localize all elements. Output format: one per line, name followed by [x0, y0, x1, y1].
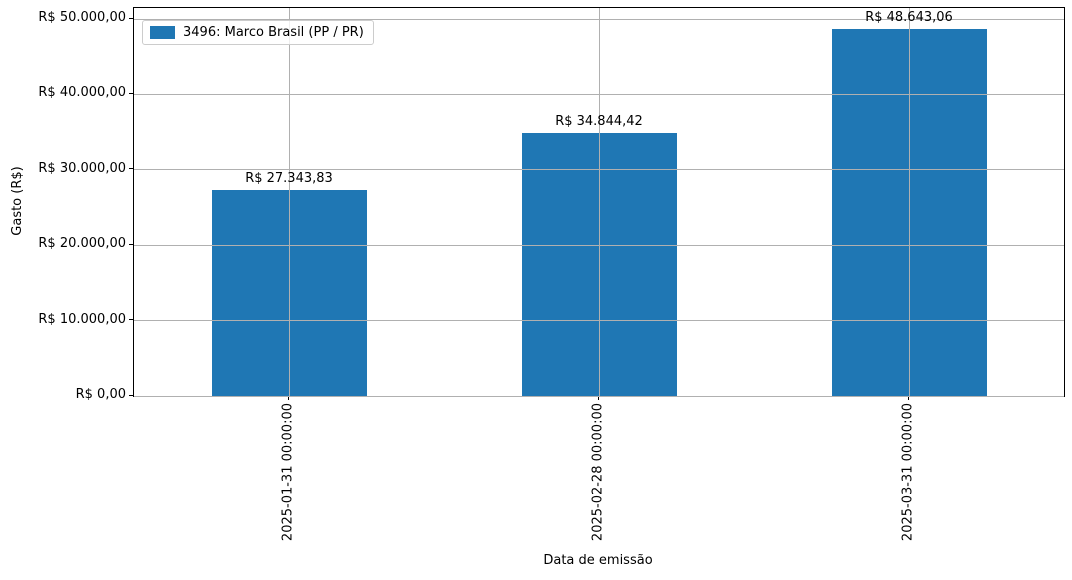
legend-swatch — [150, 26, 175, 39]
x-tick-label: 2025-03-31 00:00:00 — [900, 403, 916, 542]
y-axis-tick — [129, 92, 133, 94]
x-tick-label: 2025-02-28 00:00:00 — [590, 403, 606, 542]
legend: 3496: Marco Brasil (PP / PR) — [142, 20, 374, 45]
y-tick-label: R$ 0,00 — [75, 387, 126, 402]
y-axis-tick — [129, 17, 133, 19]
x-axis-tick — [287, 396, 289, 400]
y-axis-tick — [129, 319, 133, 321]
legend-label: 3496: Marco Brasil (PP / PR) — [183, 25, 364, 40]
gridline-horizontal — [134, 395, 1064, 397]
gridline-vertical — [908, 8, 910, 396]
y-tick-label: R$ 40.000,00 — [38, 85, 126, 101]
y-tick-label: R$ 10.000,00 — [38, 311, 126, 327]
x-axis-tick — [907, 396, 909, 400]
y-axis-tick — [129, 394, 133, 396]
y-tick-label: R$ 20.000,00 — [38, 236, 126, 252]
y-tick-label: R$ 30.000,00 — [38, 160, 126, 176]
gridline-vertical — [598, 8, 600, 396]
x-tick-label: 2025-01-31 00:00:00 — [280, 403, 296, 542]
bar-value-label: R$ 27.343,83 — [245, 170, 333, 186]
x-axis-title: Data de emissão — [543, 553, 653, 568]
plot-area: 3496: Marco Brasil (PP / PR) R$ 27.343,8… — [133, 7, 1065, 397]
bar-value-label: R$ 34.844,42 — [555, 114, 643, 130]
y-tick-label: R$ 50.000,00 — [38, 10, 126, 25]
gridline-vertical — [288, 8, 290, 396]
y-axis-tick — [129, 243, 133, 245]
y-axis-tick — [129, 168, 133, 170]
bar-value-label: R$ 48.643,06 — [865, 10, 953, 26]
x-axis-tick — [597, 396, 599, 400]
